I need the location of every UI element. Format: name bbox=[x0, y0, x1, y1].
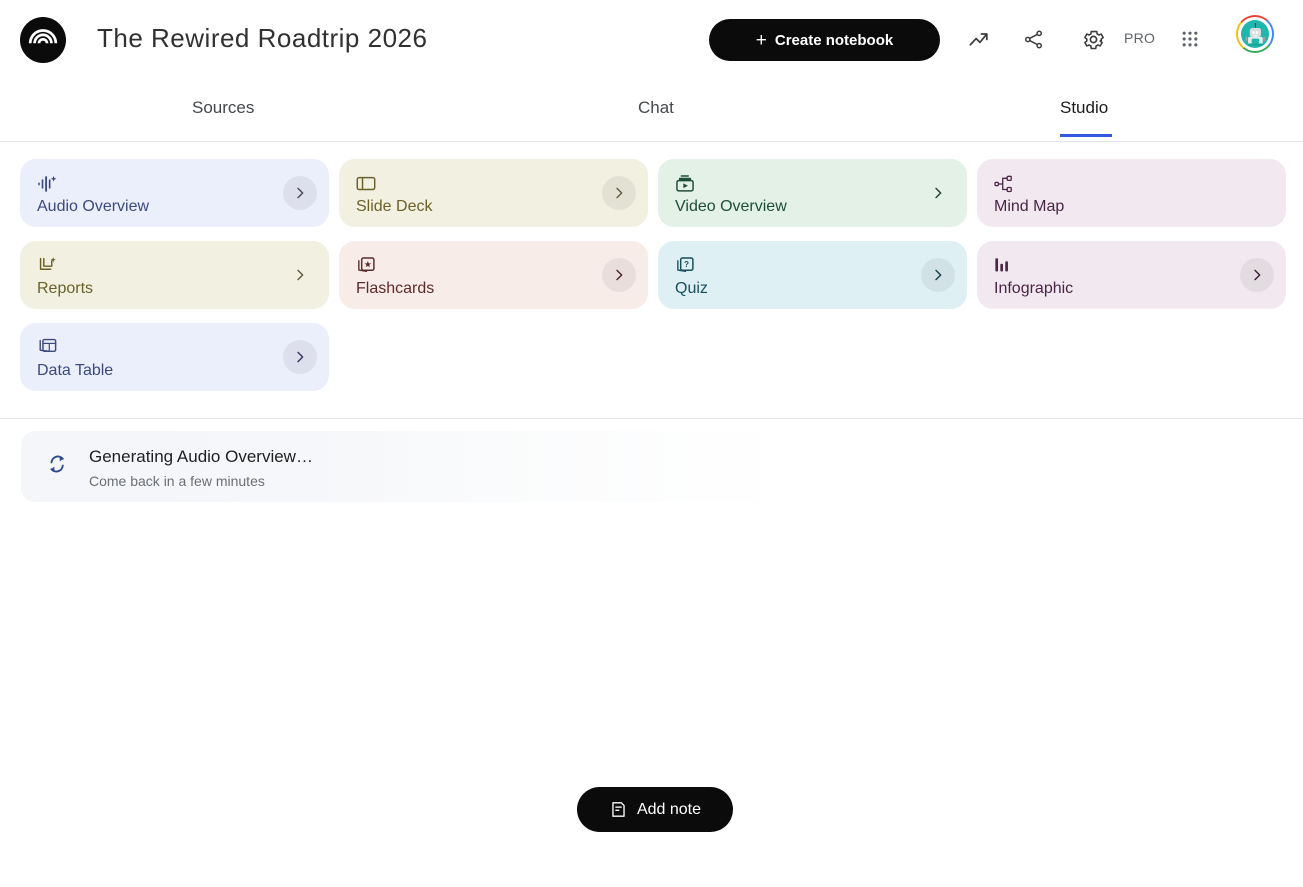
svg-text:?: ? bbox=[684, 260, 689, 269]
